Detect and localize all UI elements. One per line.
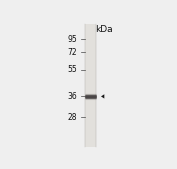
Text: kDa: kDa [96, 25, 113, 34]
Text: 72: 72 [67, 48, 77, 57]
Polygon shape [101, 94, 104, 99]
Text: 28: 28 [67, 113, 77, 122]
Text: 36: 36 [67, 92, 77, 101]
Text: 95: 95 [67, 35, 77, 44]
Bar [85, 24, 96, 147]
Text: 55: 55 [67, 65, 77, 74]
